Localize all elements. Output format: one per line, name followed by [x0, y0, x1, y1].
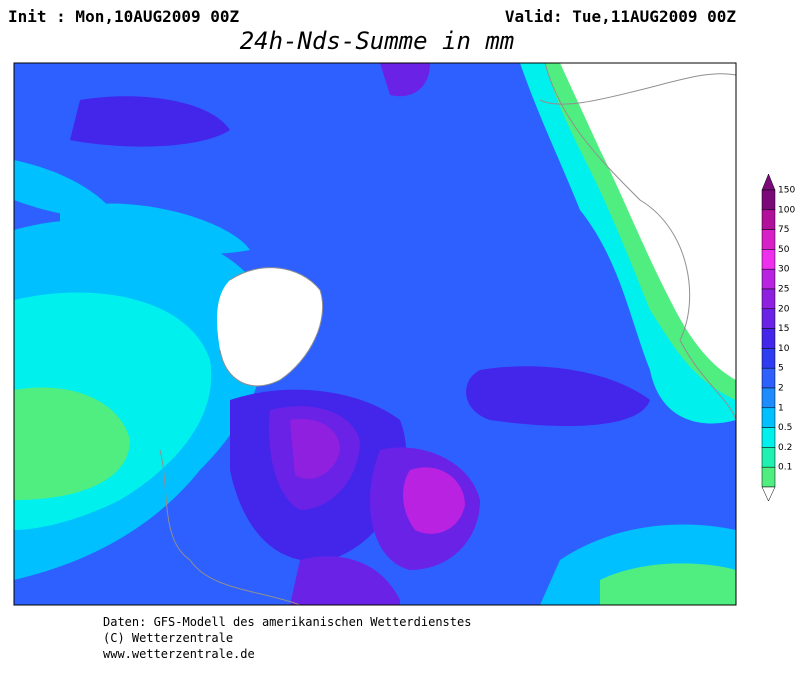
legend-swatch — [761, 209, 776, 230]
coastlines — [159, 62, 737, 606]
legend-label: 75 — [778, 225, 789, 235]
legend-label: 25 — [778, 285, 789, 295]
legend-swatch — [761, 407, 776, 428]
precip-field — [14, 63, 736, 605]
legend-swatch — [761, 268, 776, 290]
legend-swatch — [761, 189, 776, 211]
legend-label: 0.1 — [778, 463, 792, 473]
legend-label: 20 — [778, 304, 790, 314]
footer-copyright: (C) Wetterzentrale — [103, 631, 233, 645]
map-frame — [13, 62, 737, 606]
legend-swatch — [761, 348, 776, 369]
map-title: 24h-Nds-Summe in mm — [240, 27, 515, 55]
legend-label: 0.5 — [778, 423, 792, 433]
legend-label: 30 — [778, 265, 790, 275]
legend-label: 15 — [778, 324, 789, 334]
legend-label: 150 — [778, 186, 795, 196]
legend-swatch — [761, 328, 776, 349]
legend-swatch — [761, 367, 776, 389]
legend-swatch — [761, 308, 776, 329]
legend-label: 50 — [778, 245, 790, 255]
legend-swatch — [761, 427, 776, 448]
legend-label: 100 — [778, 205, 795, 215]
legend: 150 100 75 50 30 25 20 15 10 5 2 1 0.5 0.2 0.1 — [761, 173, 795, 502]
legend-swatch — [761, 249, 776, 270]
legend-swatch — [761, 466, 776, 488]
legend-swatch — [761, 447, 776, 468]
footer-source: Daten: GFS-Modell des amerikanischen Wet… — [103, 615, 471, 629]
legend-bottom-arrow — [761, 486, 776, 502]
footer-url: www.wetterzentrale.de — [103, 647, 255, 661]
legend-label: 5 — [778, 364, 784, 374]
legend-label: 1 — [778, 403, 784, 413]
init-time: Init : Mon,10AUG2009 00Z — [8, 7, 240, 26]
legend-swatch — [761, 229, 776, 250]
legend-top-arrow — [761, 173, 776, 191]
legend-label: 2 — [778, 384, 784, 394]
legend-swatch — [761, 387, 776, 409]
legend-label: 0.2 — [778, 443, 792, 453]
legend-label: 10 — [778, 344, 790, 354]
legend-swatch — [761, 288, 776, 310]
valid-time: Valid: Tue,11AUG2009 00Z — [505, 7, 737, 26]
